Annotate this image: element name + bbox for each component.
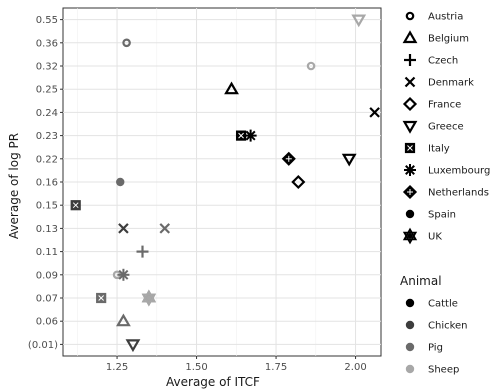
x-tick-label: 1.50 — [185, 362, 207, 373]
x-tick-label: 2.00 — [344, 362, 366, 373]
legend-label: Denmark — [428, 78, 474, 89]
y-tick-label: 0.11 — [36, 247, 58, 258]
x-tick-label: 1.75 — [265, 362, 287, 373]
legend-label: Netherlands — [428, 188, 489, 199]
legend-label: Italy — [428, 144, 450, 155]
france-legend-icon — [402, 96, 418, 112]
legend-label: France — [428, 100, 461, 111]
data-point — [122, 38, 131, 48]
data-point — [224, 81, 239, 95]
y-tick-label: 0.07 — [36, 294, 58, 305]
legend-item-netherlands: Netherlands — [402, 184, 489, 200]
cattle-color-swatch — [405, 298, 415, 308]
data-point — [341, 153, 357, 167]
data-point — [369, 107, 380, 118]
greece-legend-icon — [402, 120, 418, 134]
data-point — [159, 223, 171, 234]
legend-label: Pig — [428, 343, 443, 354]
legend-label: Austria — [428, 12, 463, 23]
data-point — [116, 177, 125, 187]
data-point — [118, 223, 129, 234]
spain-legend-icon — [405, 209, 415, 219]
y-tick-label: 0.06 — [36, 317, 58, 328]
italy-legend-icon — [404, 142, 416, 154]
luxembourg-legend-icon — [404, 164, 416, 176]
legend-item-france: France — [402, 96, 461, 112]
data-point — [125, 339, 141, 353]
pig-color-swatch — [405, 342, 415, 352]
x-axis-ticks: 1.25 1.50 1.75 2.00 — [106, 356, 367, 373]
y-axis-title: Average of log PR — [7, 133, 21, 239]
legend-item-italy: Italy — [404, 142, 450, 155]
belgium-legend-icon — [402, 30, 418, 44]
legend-item-austria: Austria — [405, 11, 463, 23]
data-point — [96, 292, 107, 304]
legend-item-czech: Czech — [404, 54, 458, 67]
y-tick-label: 0.15 — [36, 201, 58, 212]
legend-label: Belgium — [428, 34, 469, 45]
x-axis-title: Average of ITCF — [166, 375, 260, 389]
legend-label: Sheep — [428, 365, 459, 376]
data-point — [117, 268, 130, 281]
austria-legend-icon — [405, 11, 415, 21]
chicken-color-swatch — [405, 320, 415, 330]
data-point — [136, 245, 149, 258]
y-tick-label: (0.01) — [28, 340, 58, 351]
legend-label: Greece — [428, 122, 464, 133]
legend-label: Cattle — [428, 299, 458, 310]
data-point — [306, 61, 316, 71]
legend-label: UK — [428, 232, 442, 243]
netherlands-legend-icon — [402, 184, 418, 200]
legend-item-belgium: Belgium — [402, 30, 469, 45]
data-point — [281, 151, 296, 166]
data-point — [235, 130, 247, 141]
y-tick-label: 0.25 — [36, 85, 58, 96]
y-tick-label: 0.24 — [36, 108, 58, 119]
data-point — [351, 14, 367, 28]
sheep-color-swatch — [405, 364, 415, 374]
legend-item-luxembourg: Luxembourg — [404, 164, 490, 177]
y-tick-label: 0.13 — [36, 224, 58, 235]
data-points — [70, 14, 380, 353]
legend-label: Chicken — [428, 321, 468, 332]
legend-label: Spain — [428, 210, 456, 221]
legend-item-denmark: Denmark — [404, 76, 474, 89]
legend-item-pig: Pig — [405, 342, 443, 354]
legend-label: Luxembourg — [428, 166, 490, 177]
data-point — [141, 289, 157, 307]
legend-item-uk: UK — [402, 227, 442, 245]
uk-legend-icon — [402, 227, 418, 245]
legend-item-sheep: Sheep — [405, 364, 459, 376]
y-tick-label: 0.55 — [36, 15, 58, 26]
y-tick-label: 0.16 — [36, 178, 58, 189]
y-tick-label: 0.32 — [36, 62, 58, 73]
legend-item-chicken: Chicken — [405, 320, 468, 332]
denmark-legend-icon — [404, 76, 416, 88]
data-point — [244, 129, 257, 142]
legend-label: Czech — [428, 56, 458, 67]
czech-legend-icon — [404, 54, 416, 66]
legend-item-cattle: Cattle — [405, 298, 458, 310]
data-point — [70, 200, 81, 211]
animal-legend-title: Animal — [400, 274, 442, 288]
legend-item-greece: Greece — [402, 120, 464, 134]
legend-item-spain: Spain — [405, 209, 456, 221]
country-legend: Austria Belgium Czech Denmark France Greece It… — [402, 11, 490, 245]
animal-legend: Animal Cattle Chicken Pig Sheep — [400, 274, 468, 376]
data-point — [116, 313, 131, 327]
y-axis-ticks: (0.01) 0.06 0.07 0.09 0.11 0.13 0.15 0.16 0.22 0.… — [28, 15, 63, 351]
x-tick-label: 1.25 — [106, 362, 128, 373]
y-tick-label: 0.09 — [36, 270, 58, 281]
y-tick-label: 0.22 — [36, 154, 58, 165]
data-point — [291, 174, 306, 190]
y-tick-label: 0.36 — [36, 38, 58, 49]
grid-lines — [63, 8, 381, 356]
y-tick-label: 0.23 — [36, 131, 58, 142]
